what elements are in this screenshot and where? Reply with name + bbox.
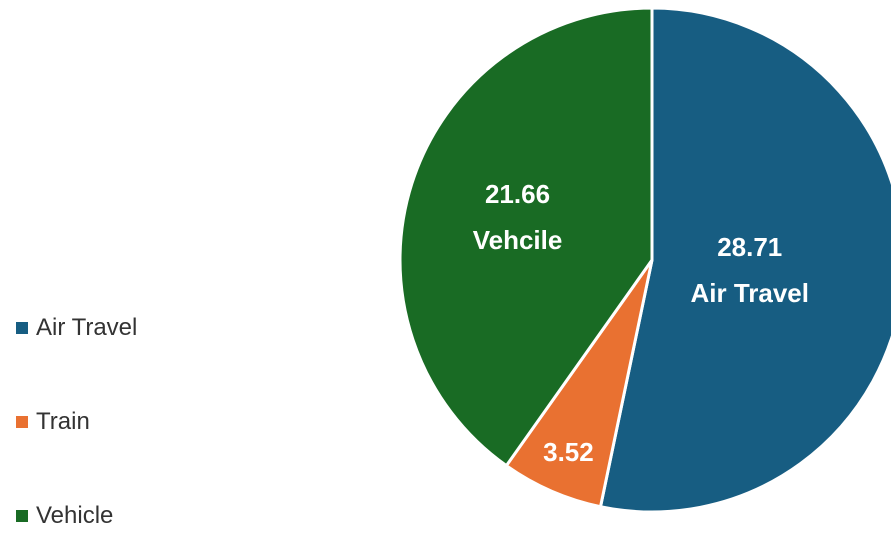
pie-slice [598, 6, 891, 514]
data-label: 28.71 Air Travel [690, 224, 810, 316]
data-label-value: 28.71 [717, 232, 783, 263]
legend-swatch [16, 322, 28, 334]
data-label-value: 21.66 [484, 179, 551, 210]
legend-item: Train [16, 408, 90, 436]
legend-label: Air Travel [36, 314, 138, 341]
data-label-value: 3.52 [543, 436, 594, 467]
legend-swatch [16, 510, 28, 522]
legend-swatch [16, 416, 28, 428]
data-label: 3.52 [508, 429, 628, 475]
data-label-name: Air Travel [690, 278, 809, 309]
legend-label: Vehicle [36, 502, 114, 529]
pie-slice [398, 6, 654, 468]
legend-item: Air Travel [16, 314, 137, 342]
legend-item: Vehicle [16, 502, 113, 530]
data-label-name: Vehcile [472, 225, 563, 256]
data-label: 21.66 Vehcile [458, 171, 578, 263]
legend-label: Train [36, 408, 90, 435]
